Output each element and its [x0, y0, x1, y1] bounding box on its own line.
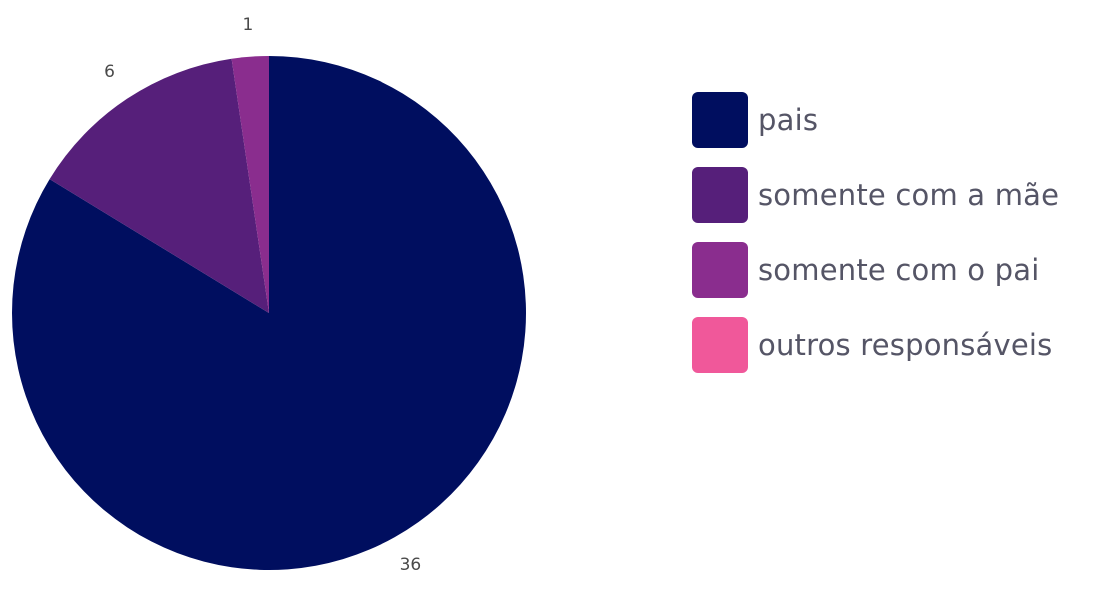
pie-data-label-pais: 36 [400, 555, 422, 575]
legend-swatch-pais [692, 92, 748, 148]
legend-label-outros-responsaveis: outros responsáveis [758, 328, 1053, 362]
legend-item-outros-responsaveis[interactable]: outros responsáveis [692, 317, 1102, 373]
pie-slice-pais[interactable] [12, 56, 527, 571]
pie-data-labels: 36 6 1 [104, 15, 421, 575]
legend-item-somente-com-a-mae[interactable]: somente com a mãe [692, 167, 1102, 223]
pie-slice-somente-com-a-mae[interactable] [49, 58, 270, 313]
pie-slice-somente-com-o-pai[interactable] [231, 56, 269, 313]
legend-item-pais[interactable]: pais [692, 92, 1102, 148]
chart-legend: pais somente com a mãe somente com o pai… [692, 92, 1102, 392]
pie-data-label-somente-com-o-pai: 1 [242, 15, 253, 35]
legend-label-somente-com-o-pai: somente com o pai [758, 253, 1040, 287]
legend-label-pais: pais [758, 103, 819, 137]
legend-swatch-somente-com-o-pai [692, 242, 748, 298]
pie-data-label-somente-com-a-mae: 6 [104, 62, 115, 82]
legend-swatch-somente-com-a-mae [692, 167, 748, 223]
legend-swatch-outros-responsaveis [692, 317, 748, 373]
legend-item-somente-com-o-pai[interactable]: somente com o pai [692, 242, 1102, 298]
pie-slices [12, 56, 527, 571]
legend-label-somente-com-a-mae: somente com a mãe [758, 178, 1060, 212]
